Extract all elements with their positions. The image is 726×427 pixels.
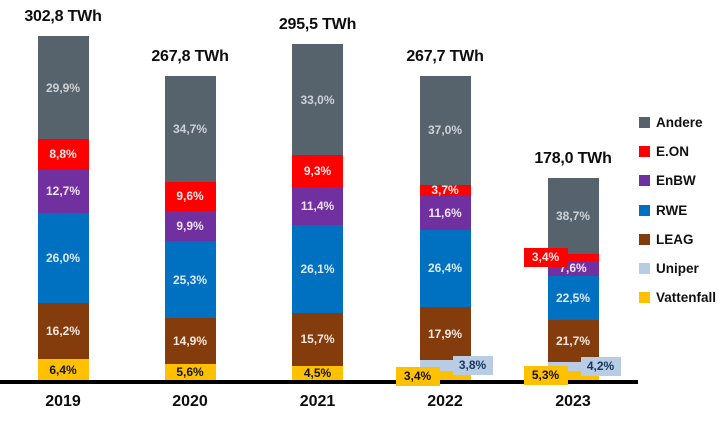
bar-segment-vattenfall-2021 bbox=[292, 365, 343, 381]
segment-label: 15,7% bbox=[300, 332, 335, 347]
legend-label: E.ON bbox=[656, 144, 690, 160]
legend-label: RWE bbox=[656, 202, 688, 218]
segment-label: 9,3% bbox=[303, 164, 332, 179]
segment-label: 29,9% bbox=[45, 80, 81, 95]
bar-segment-vattenfall-2019 bbox=[37, 358, 89, 381]
x-axis-label: 2022 bbox=[427, 393, 463, 410]
bar-segment-andere-2022 bbox=[419, 75, 471, 185]
legend-swatch-icon bbox=[639, 146, 650, 158]
bar-segment-andere-2020 bbox=[164, 75, 216, 182]
bar-total-label: 302,8 TWh bbox=[24, 8, 102, 25]
segment-label: 11,4% bbox=[300, 198, 335, 213]
legend-label: Andere bbox=[656, 115, 703, 131]
legend-item-eon: E.ON bbox=[639, 137, 716, 166]
bar-segment-leag-2022 bbox=[419, 307, 471, 360]
segment-label: 9,6% bbox=[176, 189, 204, 204]
legend-item-leag: LEAG bbox=[639, 225, 716, 254]
bar-segment-enbw-2021 bbox=[292, 186, 343, 226]
bar-segment-eon-2021 bbox=[292, 155, 343, 187]
bar-total-label: 267,8 TWh bbox=[151, 47, 229, 65]
segment-label: 16,2% bbox=[45, 323, 81, 338]
segment-label: 37,0% bbox=[427, 123, 463, 138]
segment-callout-label: 5,3% bbox=[523, 366, 568, 386]
legend-swatch-icon bbox=[639, 204, 650, 216]
bar-segment-andere-2019 bbox=[37, 36, 89, 140]
bar-segment-leag-2019 bbox=[37, 303, 89, 359]
segment-label: 25,3% bbox=[172, 272, 208, 287]
legend-item-vattenfall: Vattenfall bbox=[639, 283, 716, 312]
segment-label: 5,6% bbox=[176, 365, 204, 380]
x-axis-line bbox=[0, 380, 638, 384]
bar-segment-eon-2022 bbox=[419, 184, 471, 196]
bar-segment-andere-2021 bbox=[292, 44, 343, 156]
legend-item-rwe: RWE bbox=[639, 196, 716, 225]
legend-swatch-icon bbox=[639, 117, 650, 129]
bar-segment-leag-2020 bbox=[164, 318, 216, 364]
legend-label: EnBW bbox=[656, 173, 696, 189]
segment-label: 26,0% bbox=[45, 251, 81, 266]
bar-segment-vattenfall-2023 bbox=[547, 370, 599, 381]
legend: Andere E.ON EnBW RWE LEAG Uniper Vattenfall bbox=[639, 108, 716, 312]
legend-item-andere: Andere bbox=[639, 108, 716, 137]
segment-label: 3,7% bbox=[431, 183, 459, 198]
bar-segment-vattenfall-2022 bbox=[419, 371, 471, 381]
bar-segment-uniper-2023 bbox=[547, 362, 599, 371]
legend-swatch-icon bbox=[639, 175, 650, 187]
segment-label: 26,4% bbox=[427, 261, 463, 276]
bar-segment-leag-2023 bbox=[547, 319, 599, 363]
segment-label: 26,1% bbox=[300, 262, 335, 277]
segment-callout-label: 3,4% bbox=[523, 247, 568, 267]
bar-segment-andere-2023 bbox=[547, 178, 599, 255]
x-axis-label: 2020 bbox=[172, 393, 208, 410]
bar-segment-eon-2020 bbox=[164, 181, 216, 212]
segment-label: 9,9% bbox=[176, 219, 204, 234]
bar-segment-uniper-2022 bbox=[419, 359, 471, 371]
legend-swatch-icon bbox=[639, 233, 650, 245]
bar-segment-vattenfall-2020 bbox=[164, 363, 216, 381]
segment-label: 14,9% bbox=[172, 334, 208, 349]
segment-label: 4,5% bbox=[303, 366, 332, 381]
segment-label: 12,7% bbox=[45, 184, 81, 199]
segment-callout-label: 3,4% bbox=[395, 366, 440, 386]
segment-label: 38,7% bbox=[555, 209, 591, 224]
segment-label: 22,5% bbox=[555, 290, 591, 305]
segment-label: 8,8% bbox=[49, 147, 77, 162]
segment-label: 11,6% bbox=[428, 205, 462, 220]
legend-swatch-icon bbox=[639, 263, 650, 275]
bar-segment-enbw-2022 bbox=[419, 195, 471, 230]
segment-label: 6,4% bbox=[49, 362, 77, 377]
legend-item-uniper: Uniper bbox=[639, 254, 716, 283]
x-axis-label: 2021 bbox=[299, 393, 336, 410]
segment-callout-label: 4,2% bbox=[580, 356, 621, 376]
legend-item-enbw: EnBW bbox=[639, 166, 716, 195]
bar-segment-leag-2021 bbox=[292, 312, 343, 366]
segment-callout-label: 3,8% bbox=[452, 355, 493, 375]
bar-segment-rwe-2021 bbox=[292, 225, 343, 313]
bar-total-label: 295,5 TWh bbox=[278, 16, 357, 34]
segment-label: 21,7% bbox=[555, 334, 591, 349]
legend-label: Uniper bbox=[656, 261, 699, 277]
segment-label: 17,9% bbox=[427, 326, 463, 341]
x-axis-label: 2023 bbox=[555, 393, 591, 410]
legend-swatch-icon bbox=[639, 292, 650, 304]
bar-total-label: 267,7 TWh bbox=[406, 47, 484, 65]
bar-segment-rwe-2019 bbox=[37, 213, 89, 304]
bar-segment-eon-2019 bbox=[37, 139, 89, 170]
bar-segment-rwe-2022 bbox=[419, 229, 471, 308]
segment-label: 34,7% bbox=[172, 121, 208, 136]
segment-label: 33,0% bbox=[300, 92, 335, 107]
bar-segment-rwe-2023 bbox=[547, 275, 599, 320]
x-axis-label: 2019 bbox=[45, 393, 81, 410]
legend-label: LEAG bbox=[656, 231, 694, 247]
bar-segment-rwe-2020 bbox=[164, 241, 216, 319]
bar-total-label: 178,0 TWh bbox=[534, 150, 612, 168]
bar-segment-enbw-2019 bbox=[37, 169, 89, 214]
bar-segment-enbw-2020 bbox=[164, 211, 216, 242]
bar-segment-eon-2023 bbox=[547, 254, 599, 261]
legend-label: Vattenfall bbox=[656, 290, 717, 306]
